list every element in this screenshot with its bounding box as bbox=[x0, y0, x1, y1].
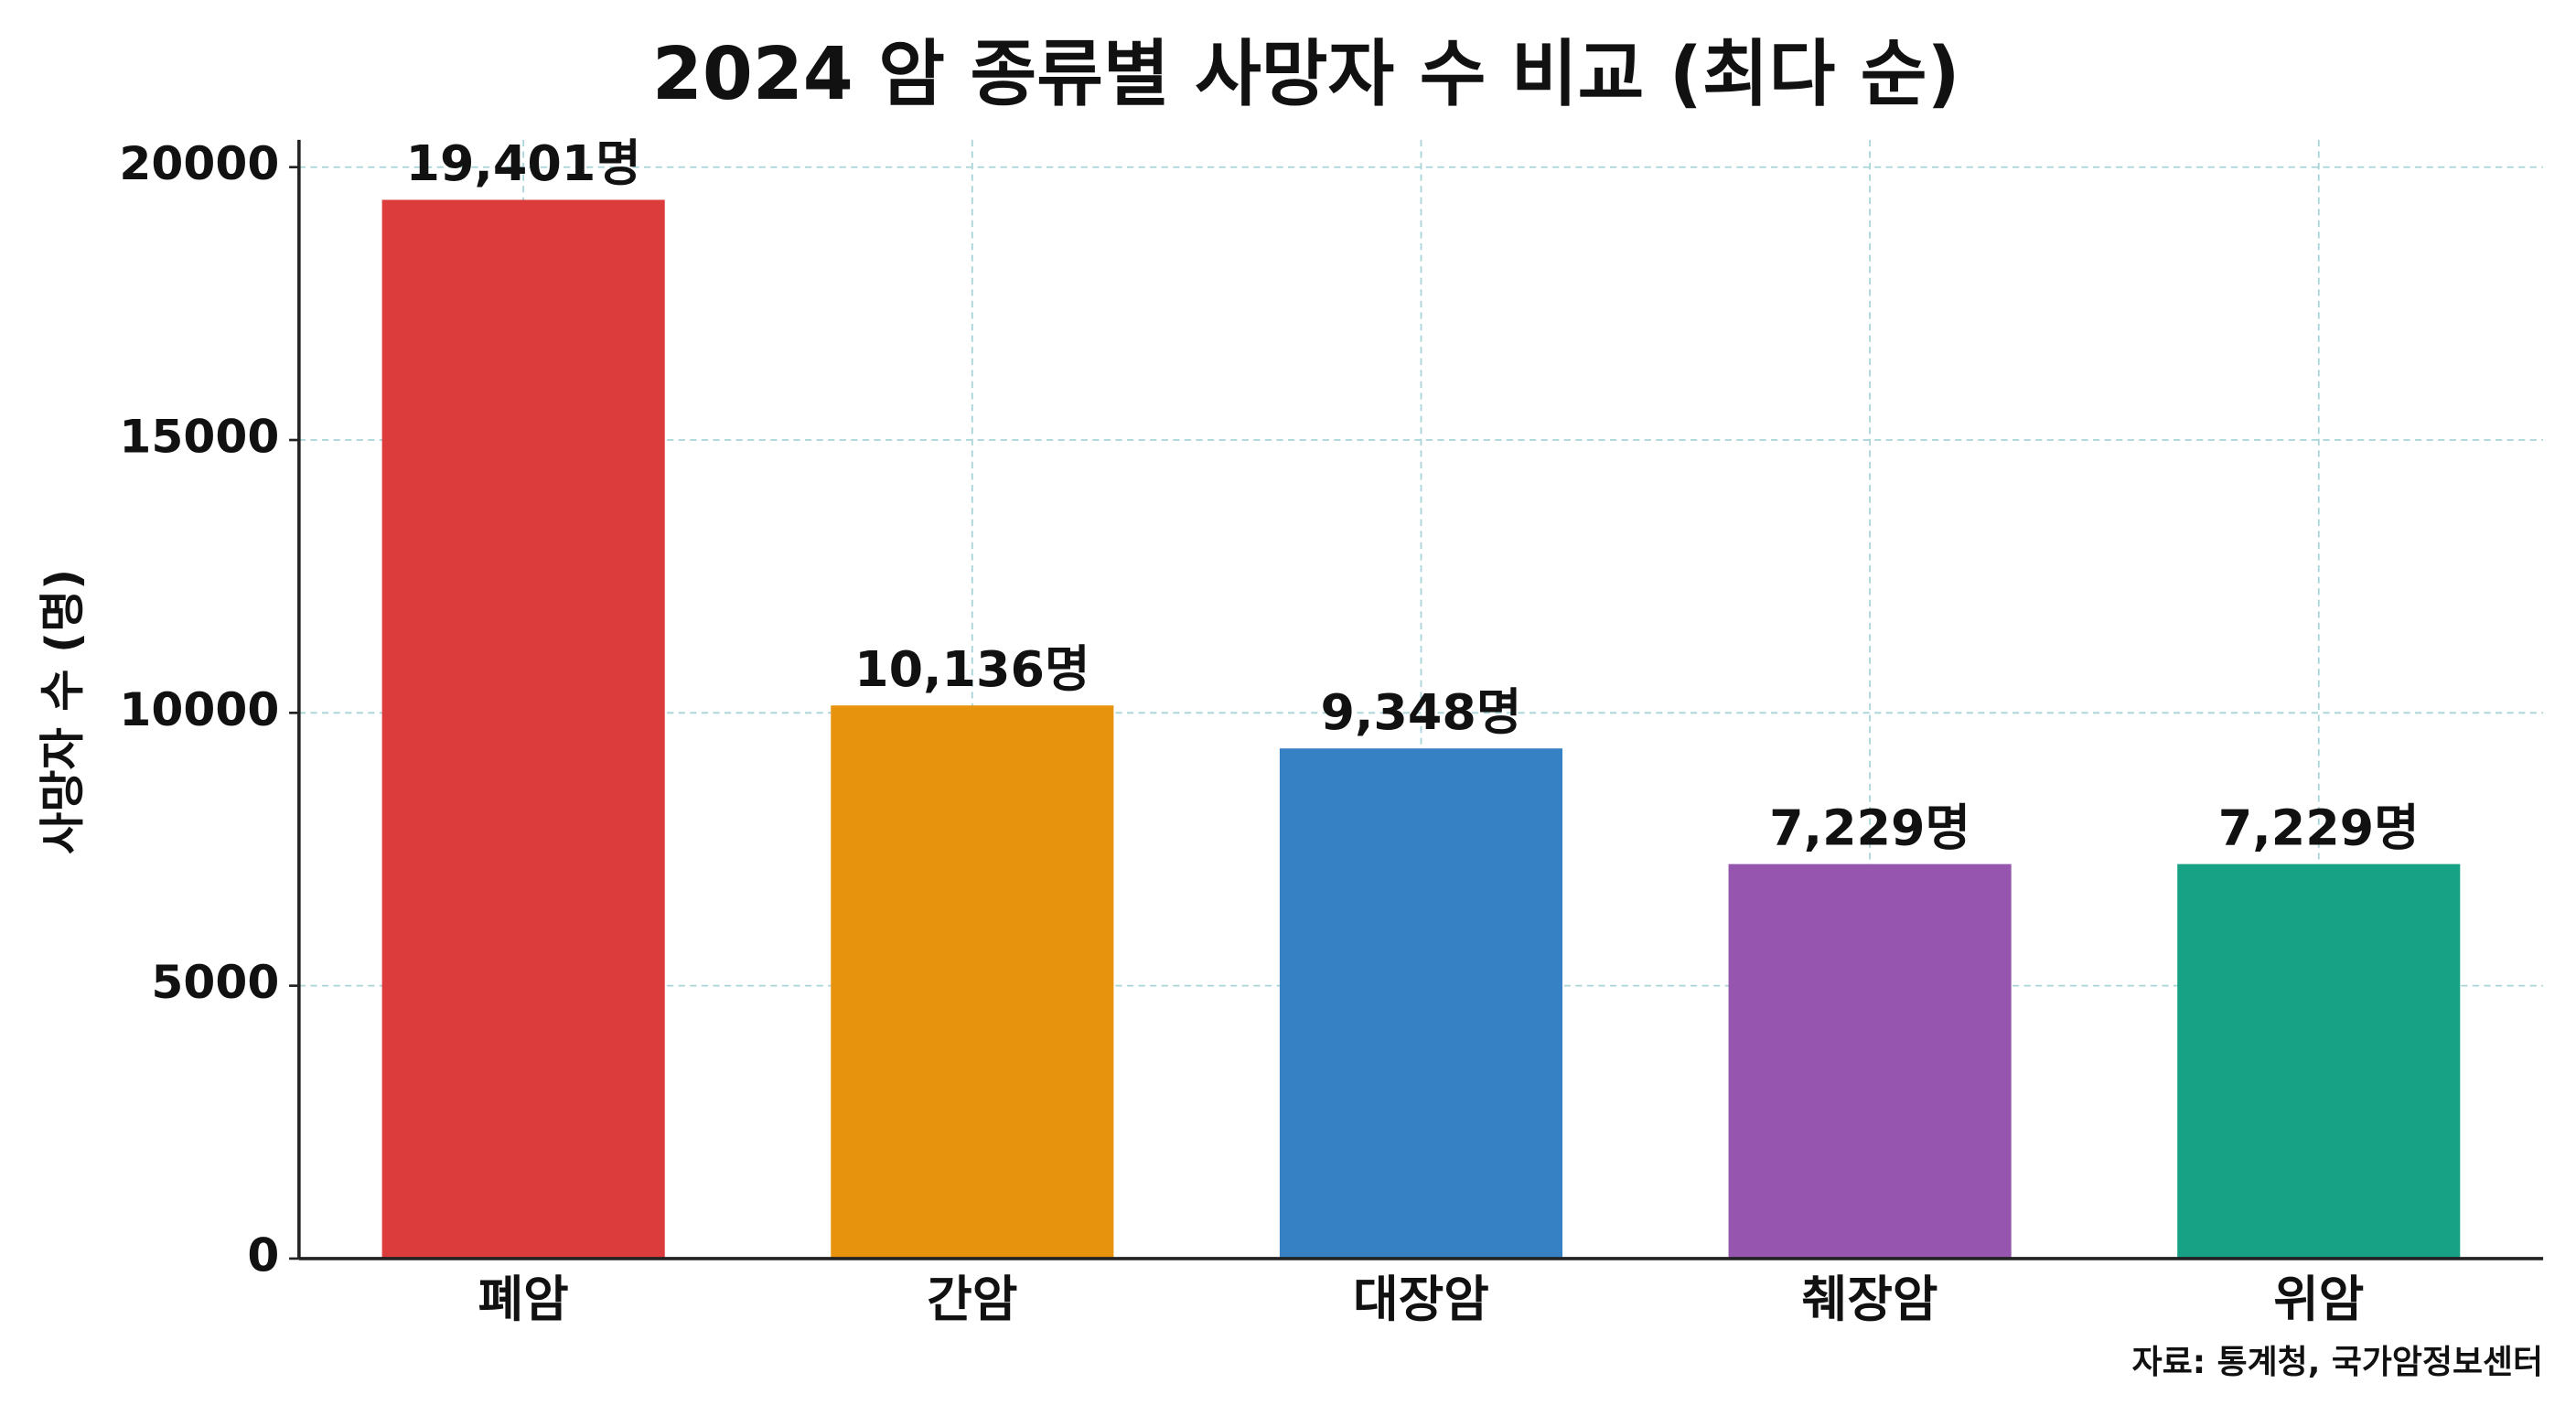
bar bbox=[1279, 748, 1563, 1259]
y-tick-label: 20000 bbox=[119, 136, 279, 190]
x-tick-label: 췌장암 bbox=[1802, 1271, 1938, 1328]
x-tick-label: 폐암 bbox=[478, 1271, 569, 1328]
x-tick-label: 간암 bbox=[927, 1271, 1017, 1328]
x-tick-label: 위암 bbox=[2273, 1271, 2364, 1328]
y-tick-label: 15000 bbox=[119, 410, 279, 464]
value-label: 9,348명 bbox=[1321, 683, 1522, 741]
bar bbox=[2177, 863, 2461, 1259]
value-label: 7,229명 bbox=[1769, 799, 1970, 856]
chart-title: 2024 암 종류별 사망자 수 비교 (최다 순) bbox=[652, 32, 1960, 116]
bar bbox=[1728, 863, 2012, 1259]
y-axis-label: 사망자 수 (명) bbox=[35, 569, 89, 854]
bar bbox=[381, 199, 665, 1259]
y-tick-label: 10000 bbox=[119, 682, 279, 736]
y-tick-label: 5000 bbox=[151, 955, 279, 1009]
value-label: 19,401명 bbox=[405, 134, 640, 192]
source-note: 자료: 통계청, 국가암정보센터 bbox=[2132, 1344, 2543, 1381]
value-label: 7,229명 bbox=[2218, 799, 2420, 856]
bar bbox=[831, 705, 1114, 1259]
value-label: 10,136명 bbox=[854, 640, 1089, 698]
y-tick-label: 0 bbox=[247, 1228, 279, 1282]
x-tick-label: 대장암 bbox=[1353, 1271, 1489, 1328]
